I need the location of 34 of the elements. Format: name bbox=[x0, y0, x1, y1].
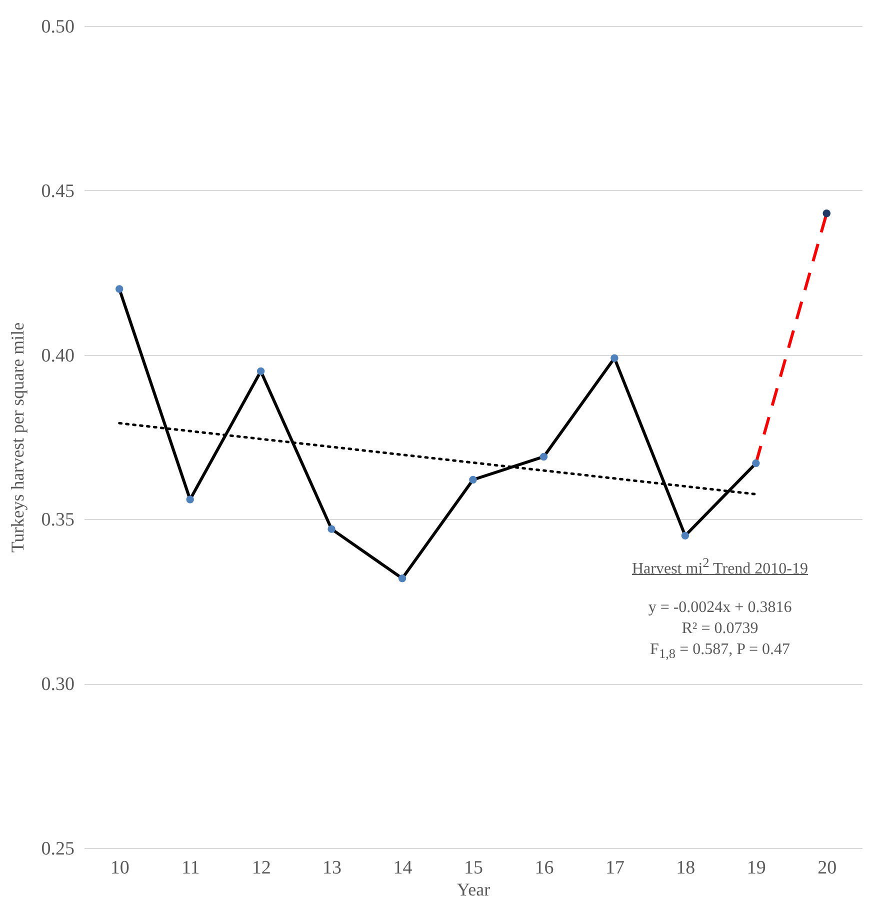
point bbox=[752, 459, 760, 468]
y-tick-label: 0.35 bbox=[41, 510, 74, 531]
annotation: Harvest mi$^{2}$ Trend 2010-19 bbox=[630, 554, 809, 580]
point bbox=[186, 496, 194, 504]
point bbox=[681, 532, 690, 540]
point bbox=[256, 367, 265, 376]
point bbox=[328, 525, 336, 533]
x-tick-label: 16 bbox=[534, 858, 554, 878]
x-tick-label: 19 bbox=[746, 858, 766, 878]
x-tick-label: 14 bbox=[393, 858, 413, 878]
point bbox=[540, 452, 548, 461]
x-tick-label: 15 bbox=[464, 858, 483, 878]
x-tick-label: 18 bbox=[676, 858, 696, 878]
x-tick-label: 10 bbox=[110, 858, 130, 878]
y-tick-label: 0.40 bbox=[41, 345, 74, 366]
point bbox=[115, 285, 124, 293]
y-axis-title: Turkeys harvest per square mile bbox=[7, 322, 28, 553]
x-tick-label: 12 bbox=[252, 858, 271, 878]
y-tick-label: 0.30 bbox=[41, 674, 74, 696]
y-tick-label: 0.25 bbox=[41, 838, 74, 860]
annotation: y = -0.0024x + 0.3816 bbox=[647, 598, 793, 618]
x-tick-label: 13 bbox=[322, 858, 342, 878]
x-tick-label: 11 bbox=[181, 858, 200, 878]
x-tick-label: 20 bbox=[818, 858, 837, 878]
x-axis-title: Year bbox=[456, 880, 490, 900]
annotation: R² = 0.0739 bbox=[680, 619, 760, 640]
y-tick-label: 0.50 bbox=[41, 16, 74, 38]
y-tick-label: 0.45 bbox=[41, 180, 74, 202]
annotation: F$_{1,8}$ = 0.587, P = 0.47 bbox=[649, 640, 791, 664]
point bbox=[398, 574, 406, 582]
point bbox=[610, 354, 618, 362]
point bbox=[822, 210, 831, 218]
point bbox=[469, 476, 477, 484]
x-tick-label: 17 bbox=[605, 858, 624, 878]
